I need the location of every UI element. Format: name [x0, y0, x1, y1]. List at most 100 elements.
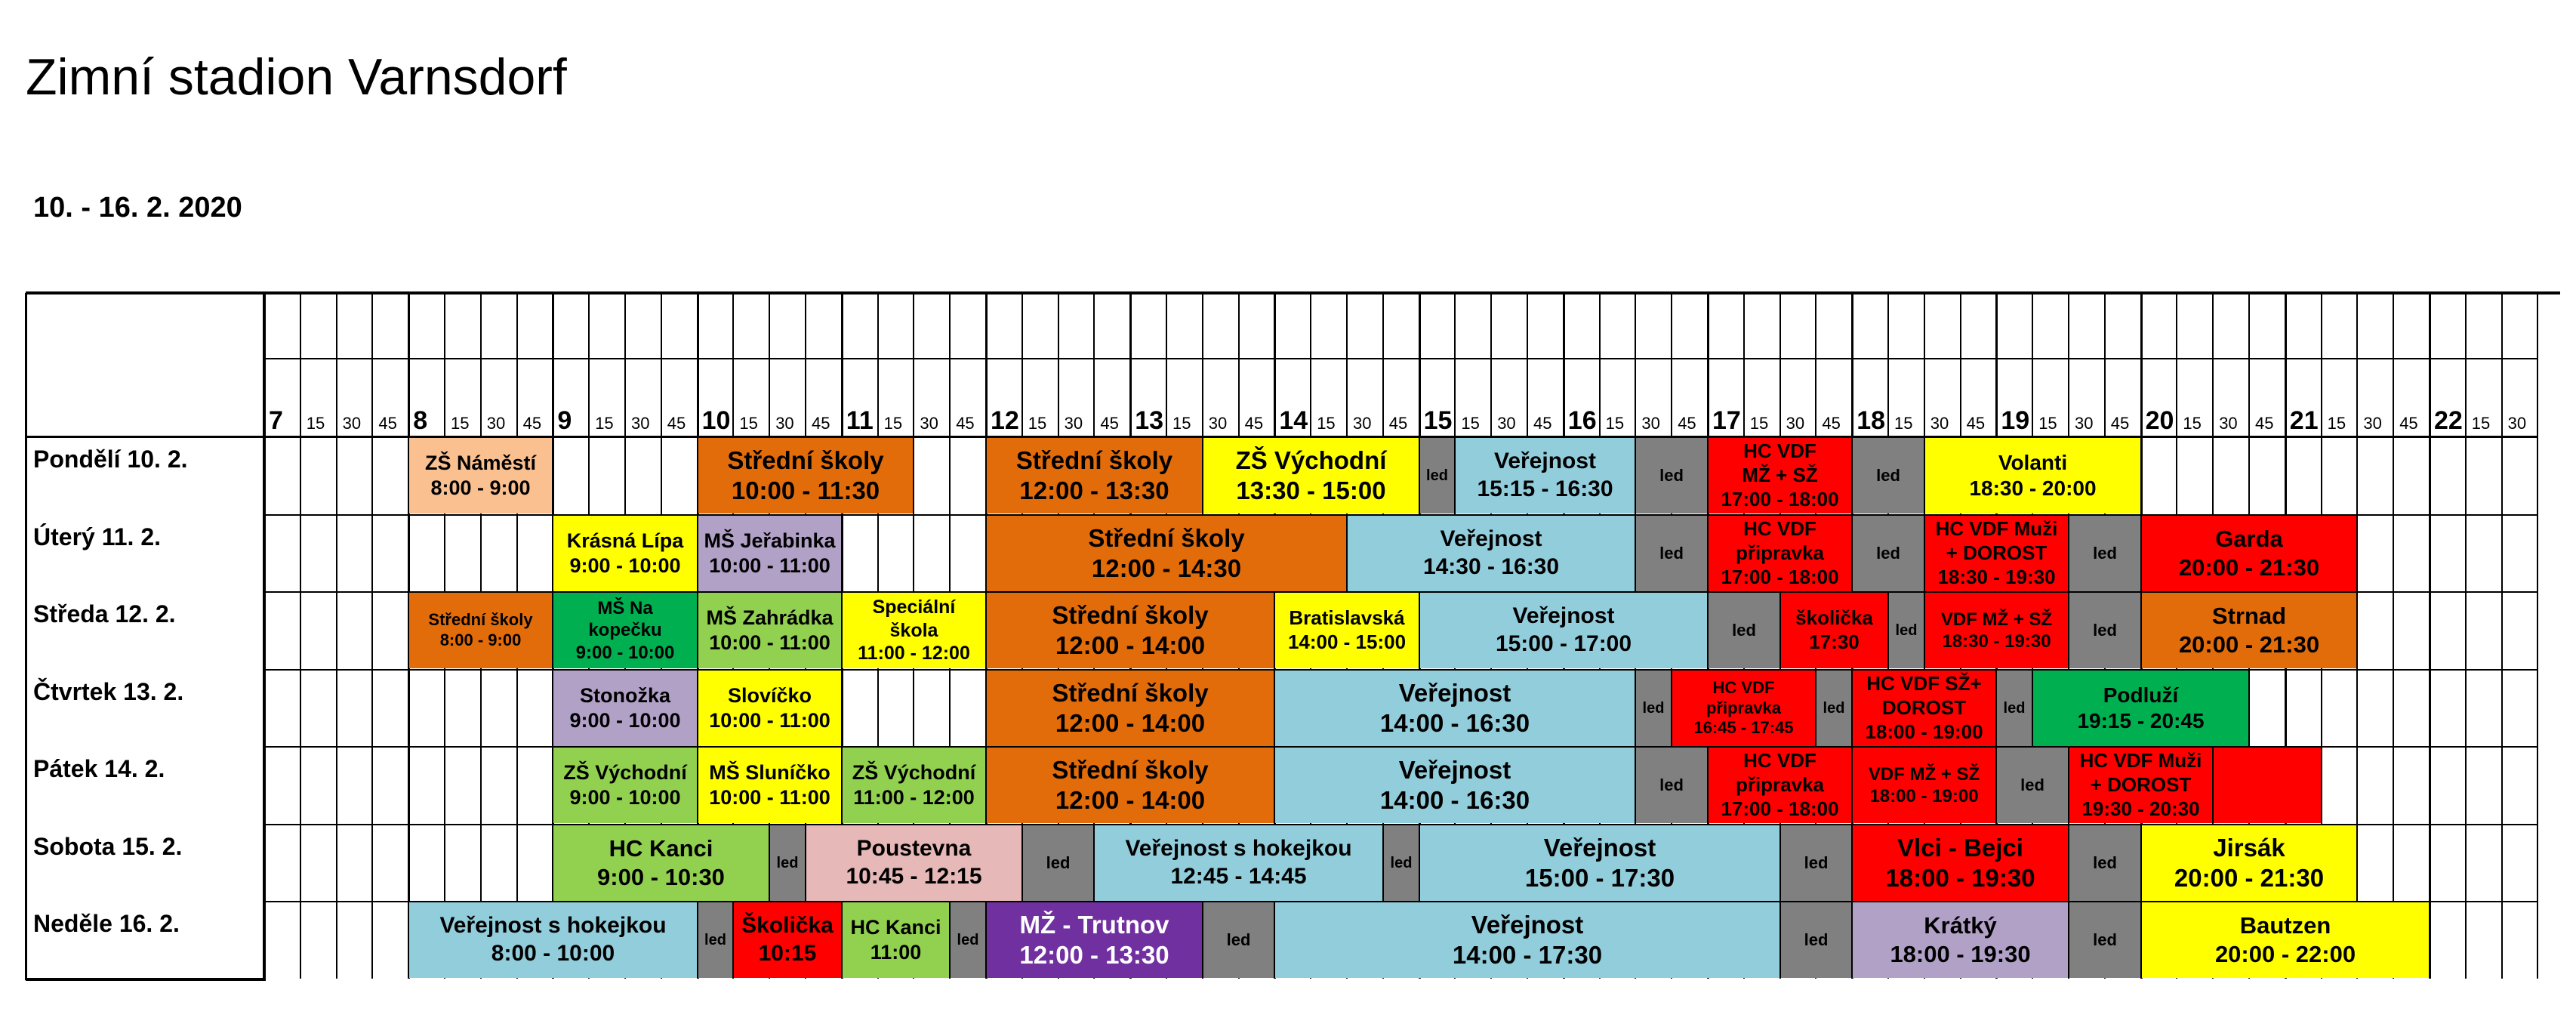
booking-text: 11:00 [870, 941, 922, 964]
booking-block: led [1997, 671, 2032, 746]
booking-block: VDF MŽ + SŽ 18:30 - 19:30 [1925, 593, 2068, 668]
booking-text: Poustevna [856, 836, 972, 862]
booking-text: HC VDF [1743, 749, 1816, 772]
booking-text: led [1876, 543, 1900, 563]
booking-block: Jirsák 20:00 - 21:30 [2142, 825, 2356, 901]
booking-block: Poustevna 10:45 - 12:15 [806, 825, 1021, 901]
booking-text: 9:00 - 10:00 [569, 786, 681, 809]
hour-label: 8 [413, 406, 428, 435]
booking-text: led [1804, 853, 1829, 872]
booking-block: led [1889, 593, 1924, 668]
booking-text: led [1642, 699, 1665, 717]
minute-label: 45 [1822, 414, 1841, 433]
booking-text: 8:00 - 10:00 [491, 941, 615, 966]
minute-label: 45 [667, 414, 686, 433]
booking-text: připravka [1735, 541, 1825, 565]
booking-text: Bratislavská [1289, 606, 1405, 630]
slot-gridline [408, 293, 410, 979]
booking-text: 18:00 - 19:00 [1865, 720, 1983, 743]
booking-text: led [704, 931, 726, 948]
booking-block: led [951, 902, 985, 978]
booking-text: Veřejnost [1471, 910, 1584, 939]
hour-label: 22 [2434, 406, 2463, 435]
booking-text: VDF MŽ + SŽ [1940, 609, 2053, 630]
booking-block: Vlci - Bejci 18:00 - 19:30 [1853, 825, 2068, 901]
booking-text: 17:00 - 18:00 [1721, 797, 1839, 820]
booking-block: led [1384, 825, 1419, 901]
table-border-bottom [26, 978, 266, 981]
booking-block: HC VDF MŽ + SŽ 17:00 - 18:00 [1709, 438, 1851, 513]
table-border-top [26, 291, 2560, 294]
booking-text: ZŠ Východní [563, 761, 687, 785]
booking-text: 14:30 - 16:30 [1422, 554, 1560, 579]
booking-text: Školička [741, 913, 834, 939]
booking-block-empty [2214, 748, 2321, 823]
booking-text: HC VDF [1712, 677, 1775, 697]
booking-block: Podluží 19:15 - 20:45 [2033, 671, 2248, 746]
booking-text: 20:00 - 21:30 [2178, 554, 2320, 581]
booking-text: HC VDF SŽ+ [1866, 672, 1982, 695]
day-label: Čtvrtek 13. 2. [33, 677, 184, 705]
minute-label: 30 [775, 414, 794, 433]
slot-gridline [1274, 293, 1276, 979]
booking-block: Střední školy 10:00 - 11:30 [698, 438, 913, 513]
slot-gridline [1887, 293, 1889, 979]
day-label: Úterý 11. 2. [33, 523, 161, 550]
booking-text: led [1823, 699, 1845, 717]
hour-label: 15 [1423, 406, 1453, 435]
row-gridline [264, 591, 2537, 593]
booking-block: Krásná Lípa 9:00 - 10:00 [553, 516, 697, 591]
minute-label: 30 [2363, 414, 2382, 433]
booking-block: Garda 20:00 - 21:30 [2142, 516, 2356, 591]
booking-block: led [1853, 438, 1924, 513]
booking-text: 12:00 - 14:30 [1091, 554, 1242, 582]
booking-text: + DOROST [2090, 773, 2192, 797]
booking-text: + DOROST [1946, 541, 2048, 565]
minute-label: 30 [2507, 414, 2527, 433]
booking-text: MŠ Sluníčko [709, 761, 830, 785]
minute-label: 45 [2255, 414, 2274, 433]
booking-block: Školička 10:15 [734, 902, 841, 978]
booking-text: škola [889, 619, 938, 641]
booking-text: 11:00 - 12:00 [853, 786, 975, 809]
booking-text: 10:00 - 11:00 [709, 786, 830, 809]
booking-text: 17:00 - 18:00 [1721, 565, 1839, 588]
slot-gridline [697, 293, 699, 979]
minute-label: 45 [2110, 414, 2130, 433]
booking-text: 9:00 - 10:00 [569, 554, 681, 577]
hour-label: 13 [1135, 406, 1164, 435]
booking-block: Krátký 18:00 - 19:30 [1853, 902, 2068, 978]
booking-block: HC VDF SŽ+ DOROST 18:00 - 19:00 [1853, 671, 1995, 746]
slot-gridline [2393, 293, 2394, 979]
booking-block: HC VDF připravka 17:00 - 18:00 [1709, 516, 1851, 591]
hour-label: 10 [701, 406, 731, 435]
booking-text: HC VDF [1743, 439, 1816, 463]
minute-label: 45 [1966, 414, 1986, 433]
booking-text: Střední školy [1088, 523, 1245, 552]
booking-text: Bautzen [2239, 912, 2331, 939]
booking-text: Střední školy [428, 610, 533, 630]
booking-text: ZŠ Náměstí [424, 452, 537, 475]
booking-block: Bautzen 20:00 - 22:00 [2142, 902, 2429, 978]
booking-text: Volanti [1998, 450, 2068, 474]
booking-block: HC Kanci 11:00 [843, 902, 949, 978]
booking-text: 18:00 - 19:30 [1885, 864, 2035, 892]
booking-block: led [1709, 593, 1779, 668]
booking-block: led [1023, 825, 1093, 901]
header-mid-line [264, 358, 2537, 359]
booking-text: led [1226, 930, 1251, 949]
row-gridline [264, 901, 2537, 902]
booking-text: led [2093, 620, 2117, 640]
booking-block: ZŠ Východní 9:00 - 10:00 [553, 748, 697, 823]
booking-text: 19:15 - 20:45 [2077, 709, 2205, 732]
booking-block: HC Kanci 9:00 - 10:30 [553, 825, 769, 901]
booking-block: led [2069, 593, 2140, 668]
minute-label: 45 [2399, 414, 2418, 433]
booking-text: led [1804, 930, 1829, 949]
minute-label: 15 [1461, 414, 1480, 433]
booking-block: MŠ Zahrádka 10:00 - 11:00 [698, 593, 841, 668]
booking-text: Stonožka [579, 684, 670, 708]
booking-text: led [1895, 621, 1918, 639]
booking-text: 12:00 - 13:30 [1019, 476, 1169, 504]
hour-label: 11 [846, 406, 874, 435]
